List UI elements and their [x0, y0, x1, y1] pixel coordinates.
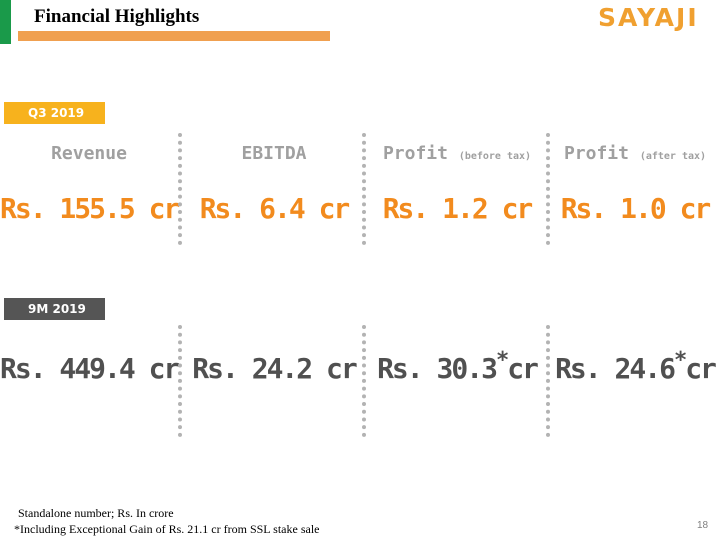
- value-main: Rs. 24.6: [555, 352, 676, 385]
- q3-period-badge: Q3 2019: [4, 102, 105, 124]
- value-main: Rs. 6.4 cr: [199, 192, 351, 225]
- value-main: Rs. 30.3: [377, 352, 498, 385]
- page-title: Financial Highlights: [34, 6, 200, 27]
- value-unit: cr: [685, 352, 717, 385]
- column-divider: [546, 325, 554, 437]
- column-divider: [546, 133, 554, 245]
- value-main: Rs. 1.0 cr: [560, 192, 712, 225]
- sayaji-logo: SAYAJI: [598, 3, 699, 32]
- footnote-asterisk: *: [673, 348, 687, 373]
- footnote-asterisk: *: [495, 348, 509, 373]
- column-divider: [178, 133, 186, 245]
- q3-ebitda-value: Rs. 6.4 cr: [184, 192, 364, 225]
- 9m-period-badge: 9M 2019: [4, 298, 105, 320]
- q3-pat-value: Rs. 1.0 cr: [550, 192, 720, 225]
- q3-pbt-value: Rs. 1.2 cr: [366, 192, 548, 225]
- title-underline: [18, 31, 330, 41]
- page-number: 18: [697, 520, 709, 531]
- value-unit: cr: [507, 352, 539, 385]
- column-divider: [178, 325, 186, 437]
- value-main: Rs. 449.4 cr: [0, 352, 180, 385]
- value-main: Rs. 1.2 cr: [382, 192, 534, 225]
- metric-caption-ebitda: EBITDA: [184, 143, 364, 169]
- value-main: Rs. 24.2 cr: [192, 352, 357, 385]
- metric-name: EBITDA: [241, 143, 307, 164]
- metric-caption-pat: Profit (after tax): [550, 143, 720, 169]
- left-accent-bar: [0, 0, 11, 44]
- 9m-pat-value: Rs. 24.6*cr: [550, 350, 720, 386]
- footnote-exceptional-gain: *Including Exceptional Gain of Rs. 21.1 …: [14, 522, 320, 536]
- value-main: Rs. 155.5 cr: [0, 192, 180, 225]
- metric-qualifier: (before tax): [458, 151, 532, 162]
- column-divider: [362, 133, 370, 245]
- metric-name: Profit: [563, 143, 629, 164]
- 9m-pbt-value: Rs. 30.3*cr: [366, 350, 548, 386]
- 9m-ebitda-value: Rs. 24.2 cr: [184, 352, 364, 385]
- metric-qualifier: (after tax): [639, 151, 707, 162]
- metric-caption-revenue: Revenue: [0, 143, 178, 169]
- 9m-revenue-value: Rs. 449.4 cr: [0, 352, 180, 385]
- footnote-standalone: Standalone number; Rs. In crore: [18, 506, 174, 520]
- q3-revenue-value: Rs. 155.5 cr: [0, 192, 180, 225]
- metric-name: Profit: [382, 143, 448, 164]
- column-divider: [362, 325, 370, 437]
- metric-name: Revenue: [51, 143, 127, 164]
- metric-caption-pbt: Profit (before tax): [366, 143, 548, 169]
